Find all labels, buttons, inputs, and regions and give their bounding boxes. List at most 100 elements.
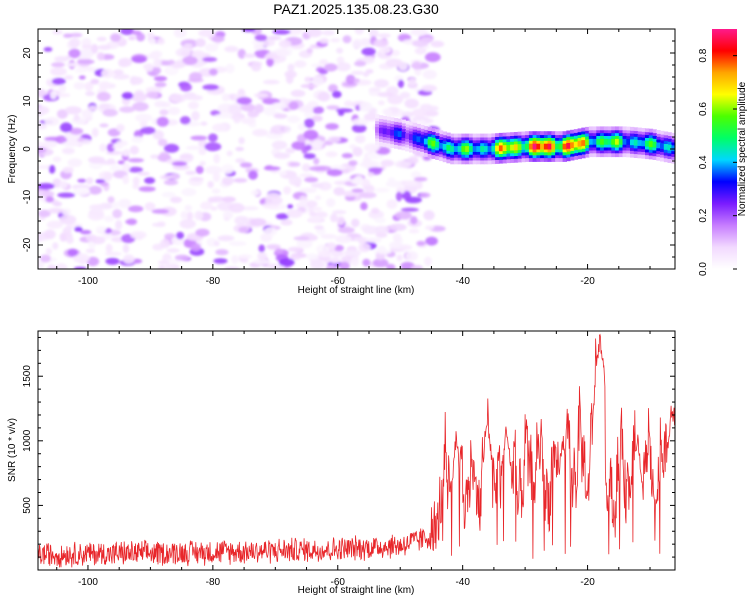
noise-blob — [59, 214, 77, 225]
noise-blobs — [38, 29, 446, 269]
noise-blob — [240, 162, 253, 168]
noise-blob — [271, 102, 288, 110]
noise-blob — [299, 199, 308, 206]
noise-blob — [38, 141, 43, 147]
noise-blob — [297, 123, 307, 131]
noise-blob — [132, 176, 140, 186]
ridge-cell — [472, 146, 478, 152]
noise-blob — [355, 134, 366, 144]
noise-blob — [69, 32, 83, 38]
noise-blob — [130, 92, 147, 102]
x-tick-label: -20 — [580, 276, 595, 287]
noise-blob — [419, 192, 431, 198]
noise-blob — [153, 58, 162, 69]
noise-blob — [350, 256, 360, 267]
noise-blob — [410, 29, 428, 36]
noise-blob — [144, 202, 156, 211]
noise-blob — [161, 191, 176, 198]
ridge-cell — [386, 129, 391, 135]
noise-blob — [362, 156, 372, 167]
noise-blob — [271, 140, 288, 150]
noise-blob — [78, 75, 86, 80]
noise-blob — [56, 109, 68, 119]
noise-blob — [336, 56, 345, 64]
noise-blob — [332, 90, 342, 98]
noise-blob — [373, 79, 389, 88]
noise-blob — [353, 78, 360, 83]
colorbar-tick-label: 0.4 — [698, 155, 709, 169]
ridge-cell — [618, 138, 624, 145]
x-tick-label: -20 — [580, 577, 595, 588]
noise-blob — [224, 266, 240, 269]
ridge-cell — [596, 138, 601, 145]
noise-blob — [112, 209, 123, 219]
x-tick-label: -40 — [455, 577, 470, 588]
noise-blob — [127, 158, 144, 163]
noise-blob — [400, 207, 419, 212]
noise-blob — [179, 153, 194, 163]
noise-blob — [48, 164, 56, 174]
colorbar-gradient — [712, 29, 737, 269]
noise-blob — [304, 76, 312, 83]
ridge-cell — [431, 140, 436, 147]
noise-blob — [237, 48, 246, 59]
noise-blob — [410, 216, 418, 225]
noise-blob — [180, 211, 188, 220]
noise-blob — [179, 116, 191, 125]
noise-blob — [344, 100, 353, 107]
noise-blob — [374, 217, 386, 224]
ridge-cell — [528, 143, 534, 150]
noise-blob — [44, 136, 62, 142]
noise-blob — [112, 145, 123, 149]
noise-blob — [150, 154, 160, 159]
noise-blob — [67, 158, 83, 168]
y-tick-label: 0 — [22, 146, 33, 152]
noise-blob — [312, 76, 324, 86]
ridge-cell — [435, 141, 440, 148]
ridge-cell — [633, 139, 639, 146]
x-tick-label: -60 — [331, 276, 346, 287]
noise-blob — [325, 123, 339, 130]
noise-blob — [266, 244, 281, 250]
noise-blob — [336, 216, 345, 226]
noise-blob — [394, 160, 412, 168]
noise-blob — [352, 236, 369, 242]
noise-blob — [42, 190, 55, 198]
noise-blob — [99, 123, 109, 128]
noise-blob — [84, 81, 94, 92]
noise-blob — [252, 128, 269, 137]
noise-blob — [257, 251, 268, 261]
noise-blob — [285, 29, 303, 36]
ridge-cell — [517, 144, 522, 150]
noise-blob — [163, 179, 179, 186]
noise-blob — [160, 175, 172, 180]
noise-blob — [233, 178, 248, 183]
ridge-cell — [547, 143, 552, 150]
noise-blob — [238, 254, 253, 259]
noise-blob — [238, 226, 249, 233]
noise-blob — [305, 253, 319, 260]
noise-blob — [135, 113, 153, 123]
noise-blob — [362, 258, 371, 267]
noise-blob — [410, 171, 422, 179]
noise-blob — [109, 164, 121, 172]
noise-blob — [266, 57, 274, 67]
noise-blob — [358, 192, 377, 199]
noise-blob — [236, 97, 252, 105]
noise-blob — [310, 63, 325, 68]
ridge-cell — [525, 143, 530, 150]
noise-blob — [45, 196, 54, 203]
noise-blob — [367, 172, 375, 177]
ridge-cell — [611, 138, 616, 145]
noise-blob — [319, 38, 330, 44]
noise-blob — [107, 158, 115, 163]
noise-blob — [38, 232, 46, 242]
noise-blob — [403, 180, 418, 187]
noise-blob — [179, 219, 196, 229]
spectrogram-x-ticks: -100 -80 -60 -40 -20 — [56, 29, 651, 287]
noise-blob — [153, 76, 168, 82]
noise-blob — [348, 160, 358, 167]
noise-blob — [38, 260, 45, 269]
noise-blob — [326, 198, 336, 208]
noise-blob — [377, 245, 387, 255]
